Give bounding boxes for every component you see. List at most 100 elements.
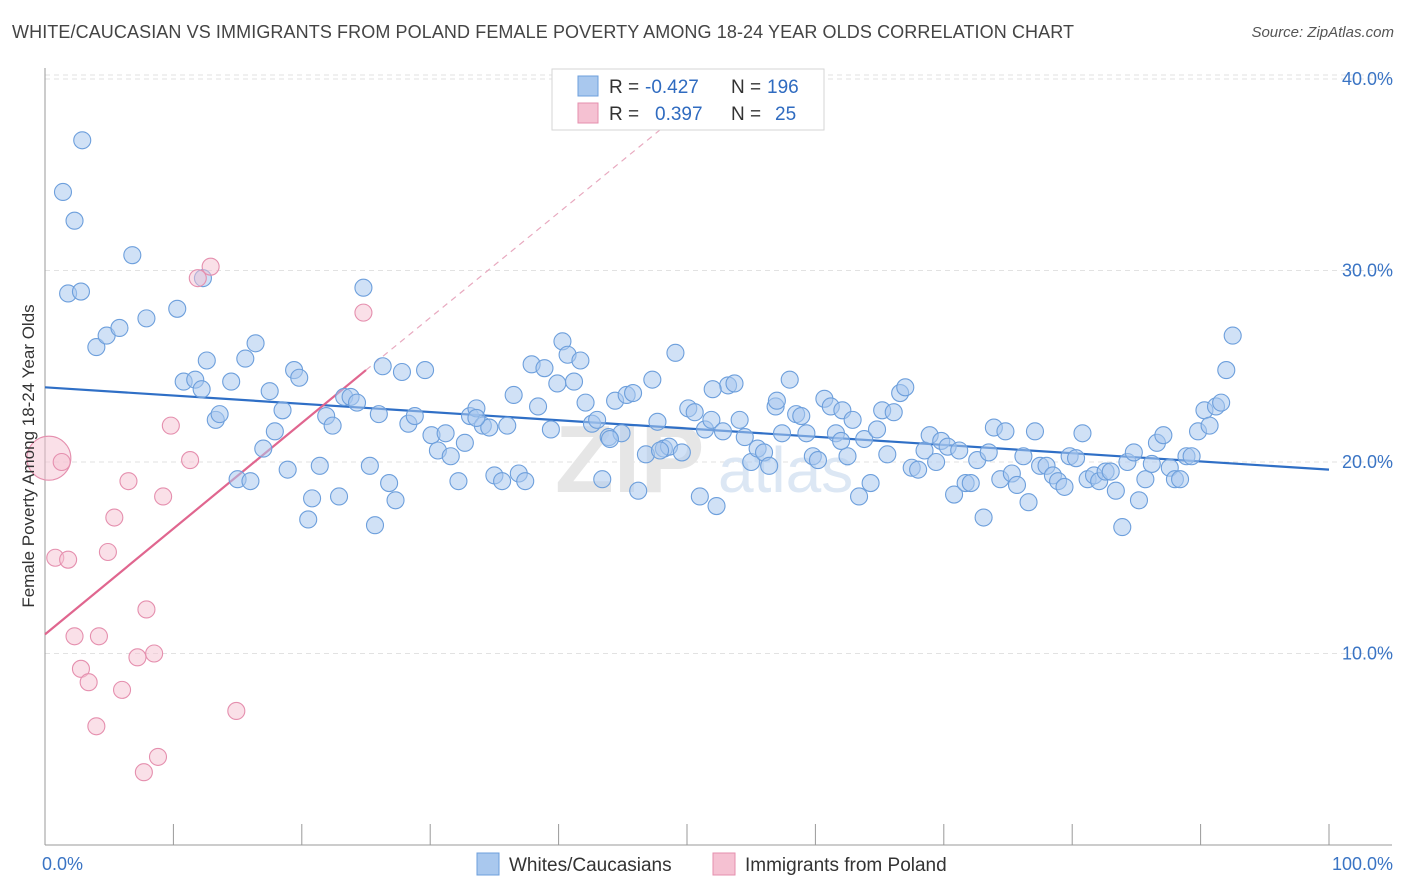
point-whites-31 — [303, 489, 322, 508]
y-tick-labels: 10.0% 20.0% 30.0% 40.0% — [1342, 69, 1393, 664]
point-whites-164 — [1106, 481, 1125, 500]
point-whites-24 — [260, 382, 279, 401]
point-whites-169 — [1136, 470, 1155, 489]
point-whites-3 — [71, 282, 91, 301]
point-poland-6 — [79, 673, 98, 692]
point-whites-74 — [576, 393, 595, 412]
source-credit: Source: ZipAtlas.com — [1251, 24, 1394, 41]
point-whites-54 — [455, 433, 474, 452]
point-whites-107 — [772, 424, 792, 443]
point-whites-89 — [666, 343, 685, 362]
point-poland-9 — [98, 542, 117, 562]
watermark-atlas: atlas — [718, 434, 853, 506]
point-whites-34 — [323, 416, 342, 435]
point-whites-18 — [222, 372, 241, 391]
point-whites-157 — [1067, 449, 1086, 468]
point-whites-8 — [137, 309, 156, 328]
point-whites-61 — [498, 416, 517, 435]
point-whites-187 — [650, 441, 670, 460]
point-poland-11 — [112, 680, 132, 699]
point-whites-148 — [1014, 447, 1033, 466]
point-whites-62 — [504, 385, 523, 405]
point-poland-5 — [71, 659, 91, 678]
point-whites-121 — [855, 429, 874, 449]
point-whites-163 — [1101, 462, 1120, 481]
point-whites-158 — [1073, 424, 1092, 443]
y-tick-label-10: 10.0% — [1342, 644, 1393, 664]
point-poland-4 — [65, 627, 84, 646]
legend-r-value-poland: 0.397 — [655, 104, 703, 125]
point-whites-95 — [702, 410, 721, 429]
legend-n-label-whites: N = — [731, 77, 761, 98]
point-whites-73 — [571, 351, 590, 370]
trend-lines — [44, 128, 1330, 636]
point-whites-142 — [979, 443, 998, 462]
point-whites-4 — [123, 246, 142, 265]
y-tick-label-20: 20.0% — [1342, 452, 1393, 472]
point-poland-16 — [145, 644, 164, 663]
point-whites-149 — [1019, 493, 1038, 512]
point-whites-76 — [588, 410, 607, 429]
point-whites-30 — [299, 510, 318, 529]
point-poland-15 — [137, 600, 156, 619]
point-whites-165 — [1113, 518, 1132, 537]
legend-box: R = -0.427 N = 196 R = 0.397 N = 25 — [551, 68, 825, 131]
bottom-legend-swatch-poland — [712, 852, 736, 876]
point-whites-0 — [53, 182, 73, 202]
point-whites-184 — [1223, 326, 1242, 345]
bottom-legend-label-poland: Immigrants from Poland — [745, 855, 947, 876]
y-tick-label-30: 30.0% — [1342, 261, 1393, 281]
point-whites-51 — [436, 424, 455, 443]
point-poland-22 — [201, 257, 220, 276]
point-whites-136 — [945, 485, 964, 504]
point-whites-17 — [210, 405, 229, 424]
point-whites-180 — [1200, 416, 1219, 435]
point-whites-29 — [290, 368, 309, 387]
point-whites-64 — [516, 472, 535, 491]
point-whites-188 — [467, 408, 486, 428]
series-whites-points — [53, 131, 1242, 537]
point-whites-72 — [564, 372, 584, 391]
point-poland-12 — [119, 472, 138, 491]
point-whites-47 — [405, 406, 424, 426]
point-whites-5 — [87, 338, 106, 357]
legend-r-label-whites: R = — [609, 77, 639, 98]
point-whites-60 — [493, 472, 512, 491]
point-whites-113 — [808, 451, 828, 470]
point-whites-86 — [648, 412, 667, 431]
point-whites-125 — [878, 445, 897, 464]
point-whites-44 — [386, 491, 405, 510]
point-whites-130 — [909, 460, 928, 479]
point-whites-53 — [449, 472, 468, 491]
point-whites-39 — [354, 278, 373, 297]
point-whites-137 — [950, 441, 969, 460]
point-whites-85 — [643, 370, 662, 389]
point-poland-18 — [154, 487, 173, 506]
point-poland-21 — [188, 269, 207, 288]
point-whites-172 — [1154, 426, 1173, 445]
point-whites-150 — [1025, 422, 1045, 441]
point-whites-15 — [197, 351, 216, 370]
point-whites-189 — [369, 405, 388, 424]
point-whites-118 — [838, 447, 857, 466]
point-whites-26 — [273, 401, 292, 420]
point-whites-139 — [961, 474, 980, 493]
point-poland-7 — [87, 717, 106, 736]
point-whites-42 — [373, 357, 392, 376]
point-poland-17 — [148, 747, 168, 766]
point-whites-38 — [347, 393, 367, 412]
point-whites-7 — [110, 318, 129, 338]
point-poland-1 — [52, 452, 71, 472]
point-whites-119 — [843, 410, 862, 429]
legend-n-value-poland: 25 — [775, 104, 796, 125]
y-axis-label: Female Poverty Among 18-24 Year Olds — [19, 304, 38, 607]
point-whites-27 — [278, 460, 297, 479]
point-whites-67 — [535, 359, 554, 378]
point-whites-69 — [548, 374, 567, 393]
point-whites-128 — [896, 378, 915, 397]
trend-line-whites — [44, 386, 1330, 471]
point-whites-126 — [884, 403, 903, 422]
point-whites-92 — [685, 403, 704, 422]
legend-n-label-poland: N = — [731, 104, 761, 125]
point-whites-123 — [867, 420, 887, 439]
